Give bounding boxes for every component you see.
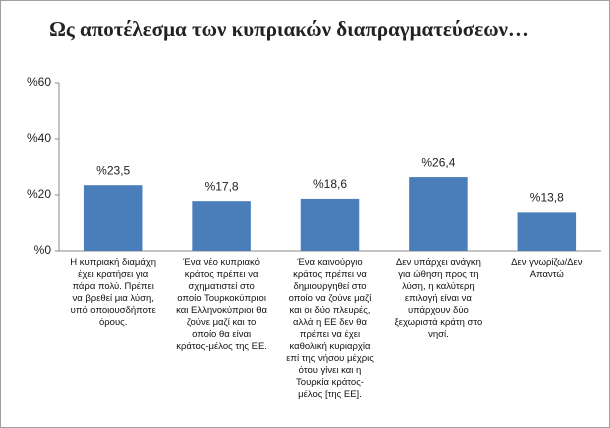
chart-title: Ως αποτέλεσμα των κυπριακών διαπραγματεύ…: [49, 17, 529, 41]
bar: [83, 185, 143, 251]
value-label: %18,6: [313, 177, 347, 191]
value-label: %23,5: [96, 163, 130, 177]
x-tick-label: Δεν γνωρίζω/Δεν Απαντώ: [511, 257, 583, 280]
value-label: %17,8: [205, 179, 239, 193]
y-tick-label: %60: [27, 75, 51, 89]
x-tick-label: Δεν υπάρχει ανάγκη για ώθηση προς τη λύσ…: [394, 257, 483, 340]
bar: [192, 201, 251, 251]
x-tick-label: Ένα καινούργιο κράτος πρέπει να δημιουργ…: [286, 257, 374, 400]
y-tick-label: %20: [27, 187, 51, 201]
bar: [300, 198, 360, 251]
x-tick-label: Η κυπριακή διαμάχη έχει κρατήσει για πάρ…: [70, 257, 157, 328]
y-tick-label: %40: [27, 131, 51, 145]
value-label: %26,4: [421, 155, 455, 169]
y-tick-label: %0: [34, 243, 52, 257]
bar: [517, 212, 577, 251]
x-tick-label: Ένα νέο κυπριακό κράτος πρέπει να σχηματ…: [176, 257, 268, 352]
bar: [409, 177, 468, 251]
value-label: %13,8: [530, 191, 564, 205]
